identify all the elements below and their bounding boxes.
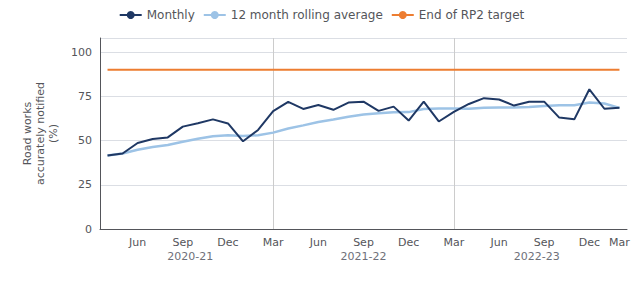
svg-text:25: 25: [78, 178, 92, 191]
svg-text:Sep: Sep: [172, 236, 193, 249]
svg-text:100: 100: [71, 46, 92, 59]
svg-text:Monthly: Monthly: [147, 8, 195, 22]
svg-text:2022-23: 2022-23: [514, 250, 560, 263]
svg-text:12 month rolling average: 12 month rolling average: [231, 8, 383, 22]
svg-text:Mar: Mar: [609, 236, 630, 249]
svg-text:(%): (%): [47, 124, 60, 143]
svg-text:2021-22: 2021-22: [341, 250, 387, 263]
svg-text:50: 50: [78, 134, 92, 147]
svg-text:Dec: Dec: [398, 236, 419, 249]
svg-text:0: 0: [85, 223, 92, 236]
svg-text:Jun: Jun: [128, 236, 146, 249]
svg-text:Sep: Sep: [353, 236, 374, 249]
svg-text:Dec: Dec: [579, 236, 600, 249]
svg-text:Jun: Jun: [309, 236, 327, 249]
svg-text:Mar: Mar: [443, 236, 464, 249]
svg-text:Mar: Mar: [263, 236, 284, 249]
svg-text:Dec: Dec: [217, 236, 238, 249]
svg-text:End of RP2 target: End of RP2 target: [419, 8, 525, 22]
svg-text:accurately notified: accurately notified: [34, 82, 47, 185]
svg-text:Sep: Sep: [534, 236, 555, 249]
svg-text:2020-21: 2020-21: [167, 250, 213, 263]
svg-text:75: 75: [78, 90, 92, 103]
svg-text:Jun: Jun: [489, 236, 507, 249]
svg-text:Road works: Road works: [21, 102, 34, 166]
